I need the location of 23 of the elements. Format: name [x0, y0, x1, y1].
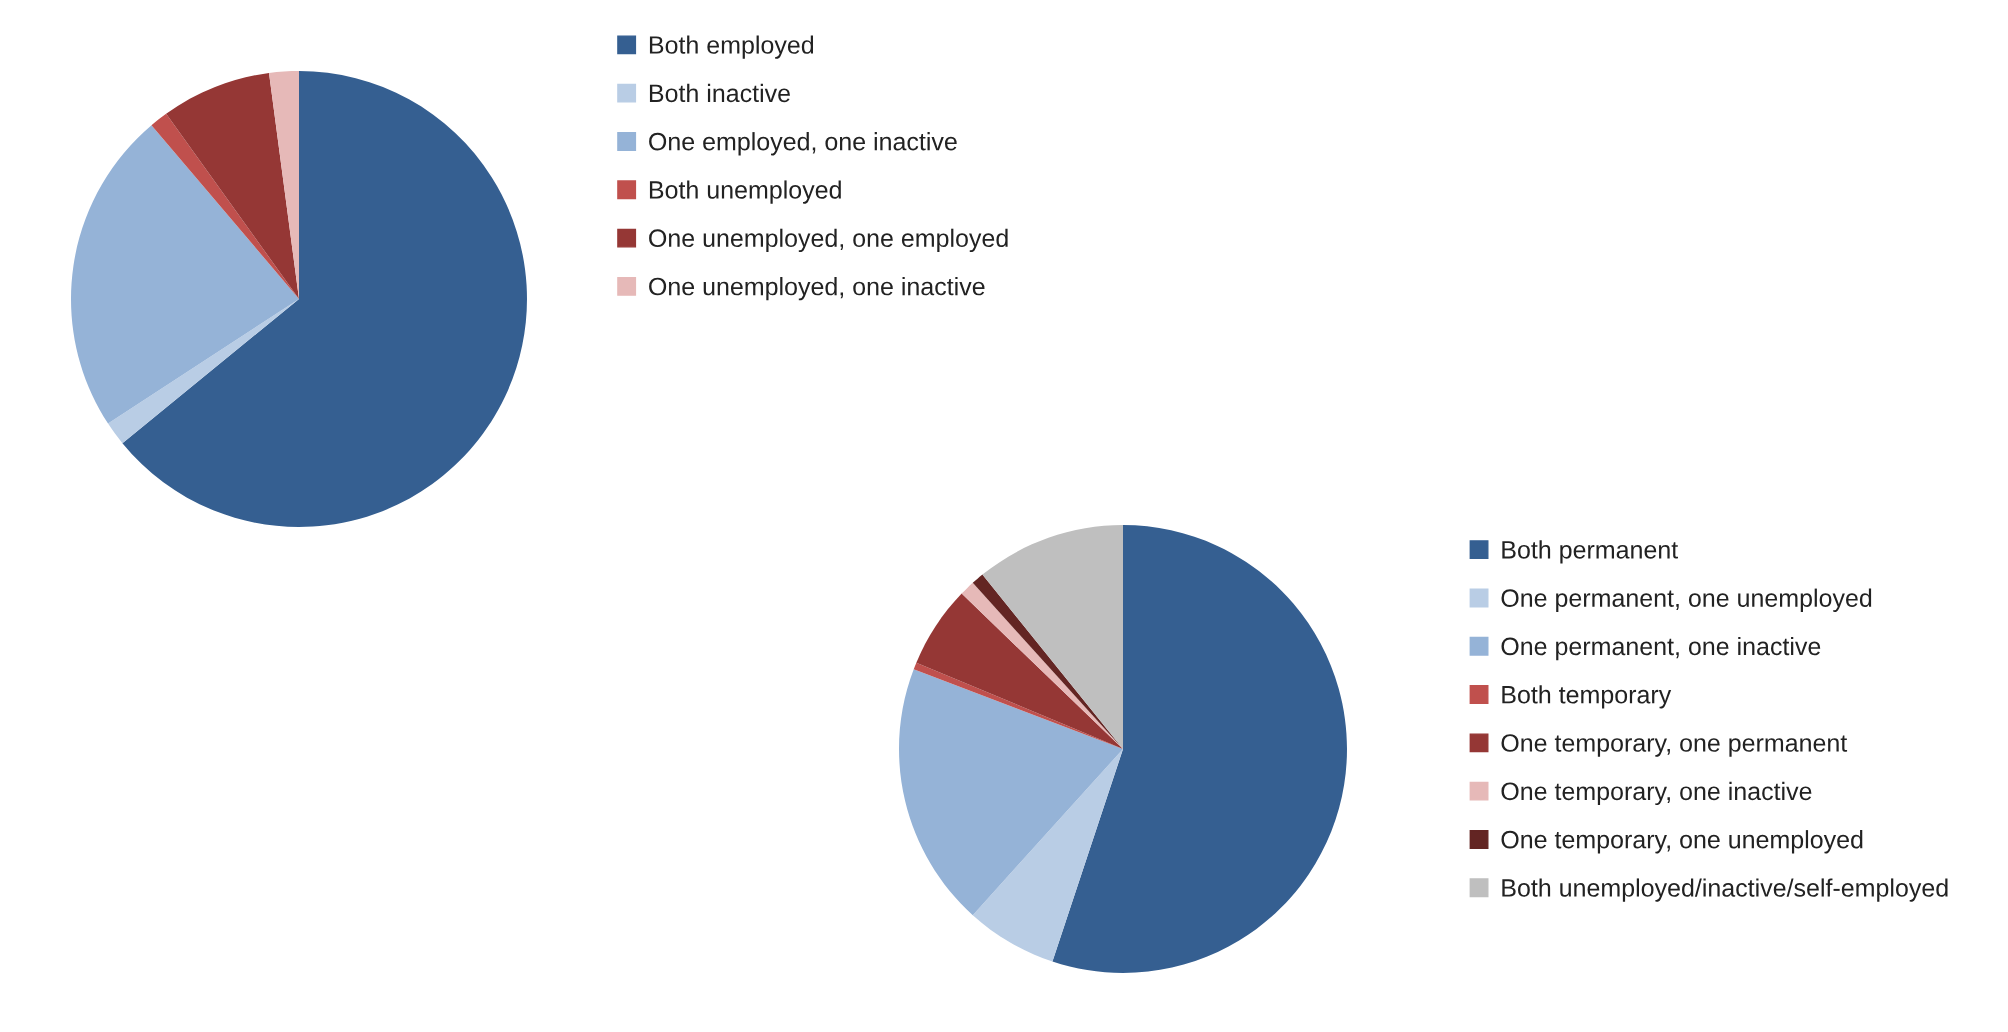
pie-slice	[71, 125, 299, 424]
legend-label: One employed, one inactive	[649, 132, 957, 156]
pie-slice	[899, 669, 1123, 916]
pie-slice	[982, 525, 1123, 749]
legend-label: Both unemployed/inactive/self-employed	[1502, 878, 1948, 902]
legend-label: One temporary, one inactive	[1501, 781, 1812, 806]
legend-label: Both inactive	[649, 83, 790, 103]
legend-label: One unemployed, one inactive	[649, 277, 985, 301]
pie-slice	[1052, 525, 1347, 973]
legend-label: Both employed	[649, 35, 814, 59]
legend-label: Both permanent	[1502, 540, 1679, 564]
pie-slice	[166, 72, 299, 299]
pie-slice	[916, 593, 1123, 749]
legend-label: Both unemployed	[649, 180, 841, 204]
legend-label: One permanent, one inactive	[1501, 636, 1821, 661]
pie-slice	[122, 71, 527, 527]
legend-label: One permanent, one unemployed	[1501, 588, 1872, 612]
pie-slice	[108, 299, 299, 444]
legend-label: One unemployed, one employed	[649, 228, 1008, 253]
legend-label: One temporary, one unemployed	[1501, 830, 1863, 854]
pie-slice	[972, 749, 1123, 962]
legend-label: Both temporary	[1502, 685, 1672, 709]
legend-label: One temporary, one permanent	[1501, 734, 1848, 757]
